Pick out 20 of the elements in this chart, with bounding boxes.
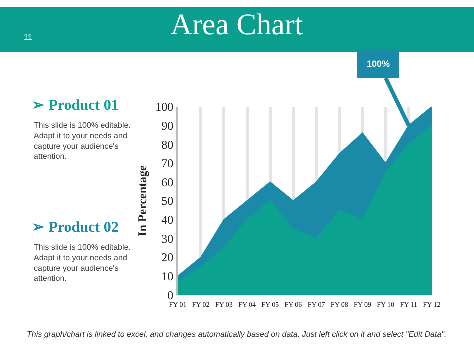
y-tick-label: 20 bbox=[162, 250, 174, 265]
y-tick-label: 40 bbox=[162, 213, 174, 228]
chart-title: Area Chart bbox=[170, 8, 304, 42]
y-tick-label: 80 bbox=[162, 138, 174, 152]
text: This slide is 100% editable. Adapt it to your needs and capture your audience's attention. bbox=[34, 121, 131, 162]
y-tick-label: 30 bbox=[162, 232, 174, 246]
text: ➢ Product 02 bbox=[32, 220, 119, 236]
y-tick-label: 10 bbox=[162, 270, 174, 284]
y-tick-label: 0 bbox=[168, 288, 174, 302]
y-tick-label: 70 bbox=[162, 156, 174, 171]
y-tick-label: 90 bbox=[162, 118, 174, 133]
y-axis-title: In Percentage bbox=[135, 164, 150, 236]
text: This slide is 100% editable. Adapt it to your needs and capture your audience's attention. bbox=[34, 243, 131, 284]
y-tick-label: 50 bbox=[162, 194, 174, 208]
annotation: 100% bbox=[367, 59, 390, 69]
text: This graph/chart is linked to excel, and changes automatically based on data. Just left click on it and select "Edit Data". bbox=[27, 330, 447, 339]
y-tick-label: 100 bbox=[156, 100, 174, 114]
y-tick-label: 60 bbox=[162, 175, 174, 190]
text: ➢ Product 01 bbox=[32, 98, 119, 114]
text: 11 bbox=[24, 33, 33, 42]
